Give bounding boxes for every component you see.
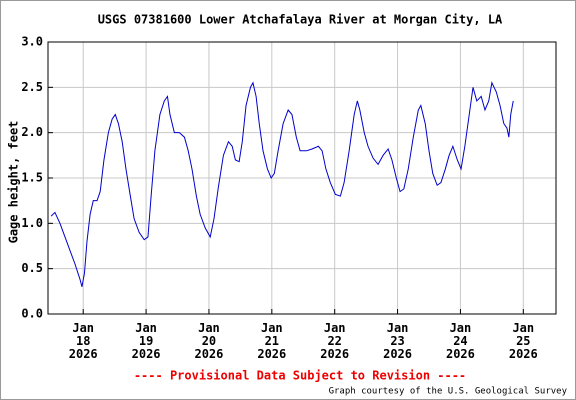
x-tick-label: Jan 23 2026	[383, 321, 413, 361]
y-tick-label: 2.5	[21, 80, 43, 94]
x-tick-label: Jan 22 2026	[320, 321, 350, 361]
x-tick-label: Jan 19 2026	[131, 321, 161, 361]
y-axis-label: Gage height, feet	[7, 121, 21, 244]
credit: Graph courtesy of the U.S. Geological Su…	[329, 387, 568, 397]
x-tick-label: Jan 24 2026	[445, 321, 475, 361]
y-tick-label: 1.0	[21, 216, 43, 230]
y-tick-label: 0.0	[21, 307, 43, 321]
x-tick-label: Jan 21 2026	[257, 321, 287, 361]
provisional-note: ---- Provisional Data Subject to Revisio…	[134, 369, 466, 383]
y-tick-label: 3.0	[21, 35, 43, 49]
y-tick-label: 2.0	[21, 125, 43, 139]
chart-title: USGS 07381600 Lower Atchafalaya River at…	[98, 13, 503, 27]
data-line	[50, 81, 514, 287]
x-tick-label: Jan 20 2026	[194, 321, 224, 361]
y-tick-label: 0.5	[21, 261, 43, 275]
y-tick-label: 1.5	[21, 171, 43, 185]
x-tick-label: Jan 25 2026	[508, 321, 538, 361]
plot-border	[47, 41, 557, 315]
x-tick-label: Jan 18 2026	[68, 321, 98, 361]
